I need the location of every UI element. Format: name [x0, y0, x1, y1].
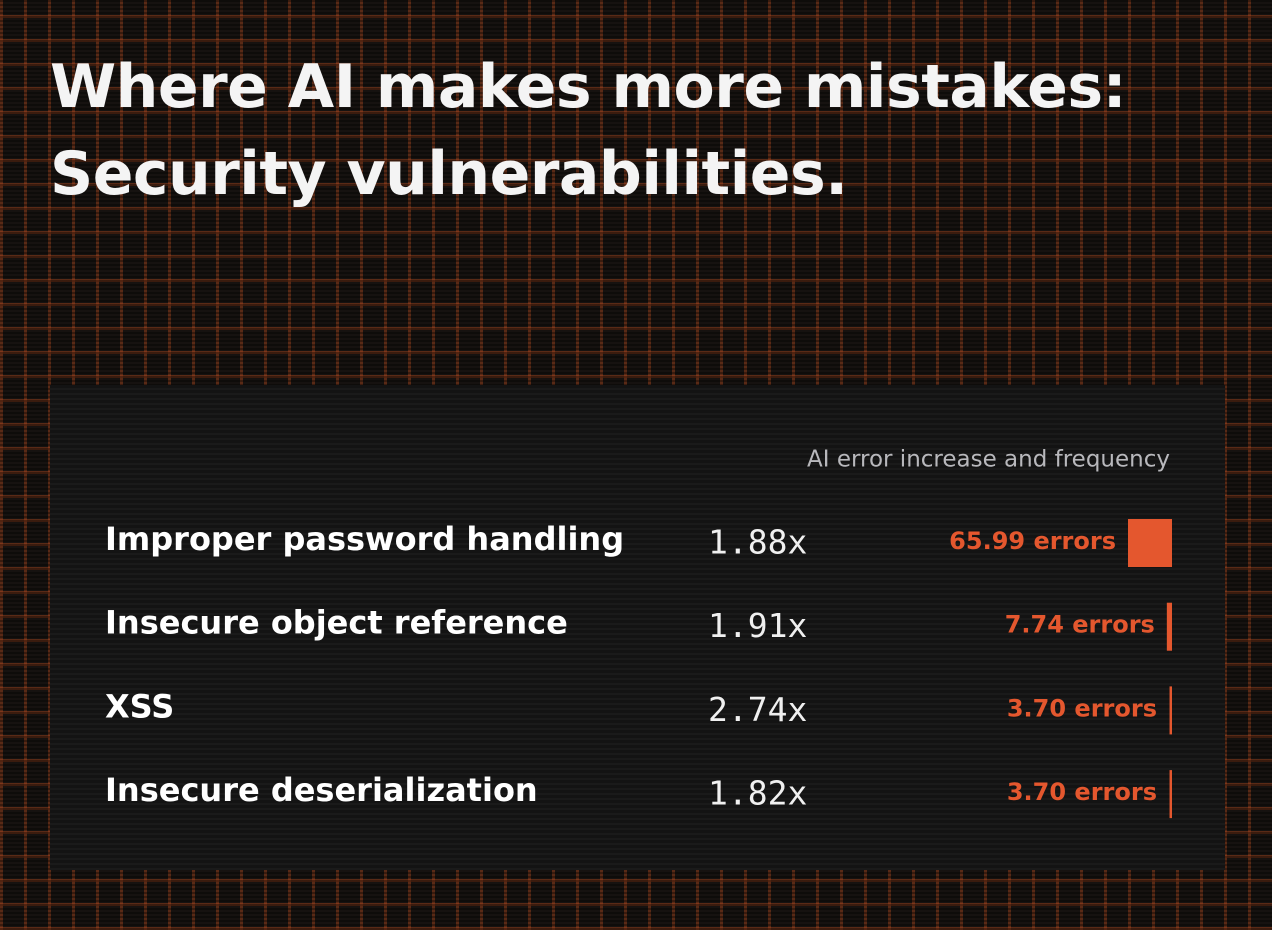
panel — [50, 385, 1225, 870]
frequency-label: 3.70 errors — [1007, 778, 1157, 806]
frequency-bar — [1169, 770, 1172, 819]
frequency-bar — [1169, 686, 1172, 735]
frequency-bar — [1128, 519, 1172, 567]
frequency-bar — [1166, 602, 1172, 651]
frequency-label: 3.70 errors — [1007, 694, 1157, 722]
chart-title: Where AI makes more mistakes: Security v… — [50, 52, 1127, 209]
increase-label: 1.88x — [708, 523, 807, 562]
category-label: Insecure deserialization — [105, 771, 538, 809]
increase-label: 2.74x — [708, 690, 807, 729]
increase-label: 1.91x — [708, 606, 807, 645]
chart-subtitle: AI error increase and frequency — [807, 447, 1170, 473]
category-label: Improper password handling — [105, 520, 624, 558]
increase-label: 1.82x — [708, 774, 807, 813]
category-label: XSS — [105, 687, 174, 725]
frequency-label: 7.74 errors — [1005, 611, 1155, 639]
frequency-label: 65.99 errors — [949, 527, 1116, 555]
category-label: Insecure object reference — [105, 604, 568, 642]
